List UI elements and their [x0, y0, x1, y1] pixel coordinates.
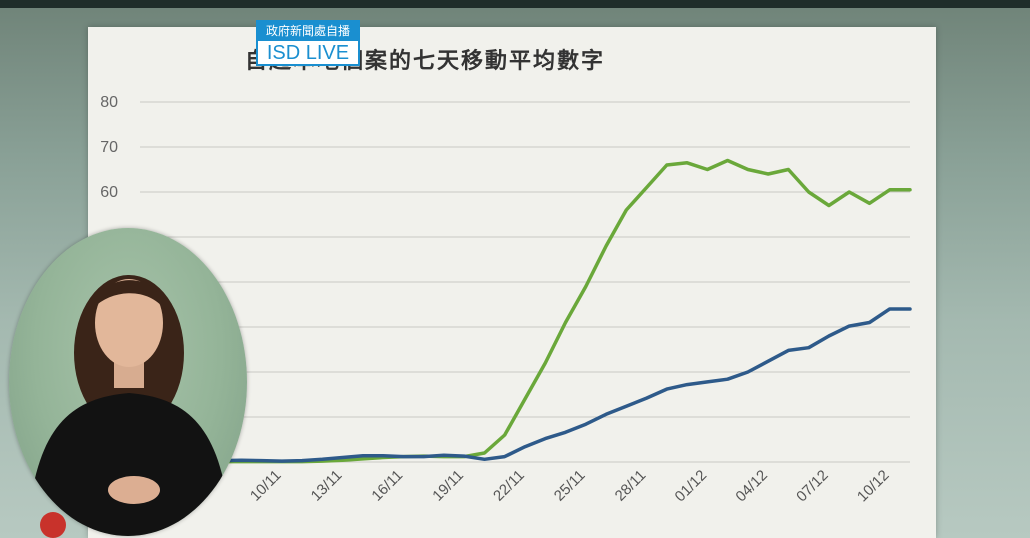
x-tick-label: 25/11	[551, 467, 589, 505]
top-border	[0, 0, 1030, 8]
isd-badge-bottom: ISD LIVE	[266, 42, 350, 64]
x-tick-label: 28/11	[612, 467, 650, 505]
series-line-blue	[138, 307, 912, 463]
x-tick-label: 19/11	[429, 467, 467, 505]
x-tick-label: 10/11	[247, 467, 285, 505]
interpreter-figure	[27, 275, 231, 536]
y-tick-label: 70	[100, 139, 118, 156]
x-tick-label: 22/11	[490, 467, 528, 505]
y-tick-label: 80	[100, 94, 118, 111]
sign-language-interpreter-inset	[9, 228, 247, 536]
x-tick-label: 13/11	[308, 467, 346, 505]
x-tick-label: 01/12	[672, 467, 711, 506]
isd-live-badge: 政府新聞處自播 ISD LIVE	[256, 20, 360, 66]
y-tick-label: 60	[100, 184, 118, 201]
x-tick-label: 10/12	[854, 467, 893, 506]
hk-emblem-logo	[40, 512, 66, 538]
x-tick-label: 04/12	[732, 467, 771, 506]
x-tick-label: 16/11	[368, 467, 406, 505]
x-tick-label: 07/12	[793, 467, 832, 506]
line-chart: 80706007/1110/1113/1116/1119/1122/1125/1…	[100, 94, 912, 506]
series-line-green	[138, 158, 912, 464]
isd-badge-top: 政府新聞處自播	[258, 22, 358, 41]
